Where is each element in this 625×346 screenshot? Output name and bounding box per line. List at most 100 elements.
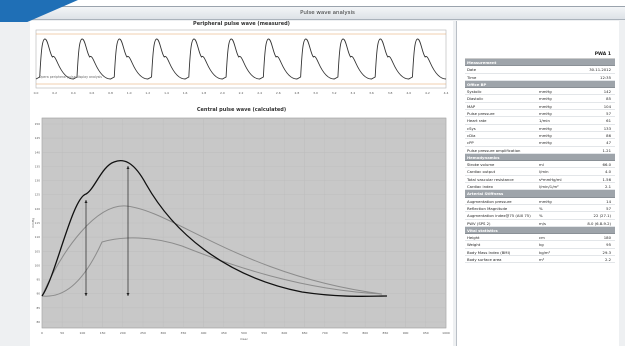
results-row: cSys mmHg 133 [465,125,615,132]
results-row-value: 86 [606,132,611,138]
results-table: PWA 1 Measurement Date 30.11.2012 Time 12:35… [465,51,615,264]
peripheral-plot: Opera peripheral pulse display analysis 0… [34,29,448,95]
results-row: Total vascular resistance s*mmHg/ml 1.56 [465,176,615,184]
results-row-value: 1.56 [602,176,611,182]
results-row: Height cm 180 [465,234,615,242]
results-row: Cardiac output l/min 4.0 [465,168,615,176]
central-y-tick: 150 [35,122,41,126]
central-x-tick: 900 [403,331,409,335]
central-y-tick: 110 [35,235,41,239]
peripheral-x-tick: 3.4 [350,91,355,95]
results-row-label: Heart rate [467,118,487,124]
results-row-value: 29.3 [602,249,611,255]
results-row-unit: % [539,213,543,219]
results-header: PWA 1 [465,51,615,59]
results-row-label: Weight [467,242,481,248]
results-row-label: MAP [467,103,476,109]
results-row-label: cDia [467,132,476,138]
results-row-unit: mmHg [539,103,552,109]
results-row-unit: cm [539,235,545,241]
peripheral-x-tick: 0.0 [34,91,39,95]
results-row-label: Reflection Magnitude [467,205,508,211]
results-row: Pulse pressure amplification 1.21 [465,147,615,154]
results-row-value: 30.11.2012 [589,67,611,73]
peripheral-x-tick: 0.8 [108,91,113,95]
results-row-value: 66.0 [602,162,611,168]
peripheral-x-tick: 1.2 [145,91,150,95]
results-row-unit: % [539,205,543,211]
central-y-tick: 140 [35,150,41,154]
results-row-label: Office BP [467,81,487,87]
results-row-unit [539,147,585,153]
peripheral-chart-title: Peripheral pulse wave (measured) [193,21,290,27]
results-row-label: Pulse pressure amplification [467,147,521,153]
results-row-unit: kg [539,242,544,248]
results-row: MAP mmHg 104 [465,103,615,111]
peripheral-x-tick: 2.4 [257,91,262,95]
results-row: Body Mass Index (BMI) kg/m² 29.3 [465,249,615,257]
peripheral-x-tick: 3.2 [332,91,337,95]
results-row: cPP mmHg 47 [465,139,615,147]
central-y-tick: 90 [36,292,40,296]
results-row-label: Height [467,235,480,241]
results-row-value: 57 [606,205,611,211]
central-x-tick: 950 [423,331,429,335]
results-row-value: 22 (27.1) [593,213,611,219]
peak-marker-arrow-bottom [126,293,130,296]
results-row: Cardiac index l/min/1/m² 2.1 [465,183,615,191]
results-pane: PWA 1 Measurement Date 30.11.2012 Time 12:35… [456,21,619,346]
results-row-value: 95 [606,242,611,248]
results-row: Systolic mmHg 142 [465,88,615,96]
results-row-label: Body surface area [467,257,502,263]
results-row-unit: mmHg [539,89,552,95]
results-section-header: Arterial Stiffness [465,190,615,198]
pulse-wave-window: Pulse wave analysis Peripheral pulse wav… [0,6,625,346]
results-row-value: 85 [606,96,611,102]
central-plot: 150 145 140 135 130 125 120 115 110 105 100 95 90 85 8… [31,117,450,341]
results-row-label: Cardiac output [467,169,496,175]
results-row: Stroke volume ml 66.0 [465,161,615,169]
results-row-value: 142 [603,89,611,95]
peripheral-chart: Peripheral pulse wave (measured) Opera p… [30,21,453,103]
results-row: Weight kg 95 [465,241,615,249]
results-row-label: Augmentation index@75 (AIX 75) [467,213,531,219]
results-row-label: Measurement [467,60,497,65]
results-row-label: Date [467,67,477,73]
results-row-label: Diastolic [467,96,484,102]
results-section-header: Office BP [465,80,615,89]
results-row-unit: 1/min [539,118,550,124]
peripheral-x-tick: 1.0 [127,91,132,95]
results-row: Augmentation pressure mmHg 14 [465,198,615,205]
central-x-tick: 300 [160,331,166,335]
central-x-tick: 150 [100,331,106,335]
peripheral-x-tick: 0.6 [90,91,95,95]
central-y-tick: 130 [35,179,41,183]
peripheral-x-tick: 1.4 [164,91,169,95]
results-row-value: 1.21 [602,147,611,153]
results-section-header: Measurement [465,59,615,67]
peak-marker-arrow-top [126,166,130,169]
peripheral-wave-line [35,38,447,80]
results-row-label: Systolic [467,89,482,95]
peripheral-x-tick: 0.4 [71,91,76,95]
results-row: Date 30.11.2012 [465,66,615,74]
peripheral-x-tick: 2.8 [295,91,300,95]
forward-wave-line [41,205,383,297]
results-row: Heart rate 1/min 61 [465,117,615,125]
central-x-tick: 450 [221,331,227,335]
peripheral-x-tick: 2.2 [239,91,244,95]
results-row-label: Augmentation pressure [467,198,512,204]
results-section-header: Vital statistics [465,226,615,235]
peripheral-x-tick: 1.8 [201,91,206,95]
central-chart-title: Central pulse wave (calculated) [196,107,287,113]
results-row: Pulse pressure mmHg 57 [465,110,615,118]
results-row-unit: s*mmHg/ml [539,176,562,182]
results-row-value: 2.2 [604,257,611,263]
inflection-marker-arrow-top [84,200,88,203]
results-row-value: 104 [603,103,611,109]
results-section-header: Hemodynamics [465,153,615,162]
central-x-tick: 750 [342,331,348,335]
central-x-tick: 0 [41,331,43,335]
central-wave-line [41,160,388,297]
central-x-tick: 500 [241,331,247,335]
